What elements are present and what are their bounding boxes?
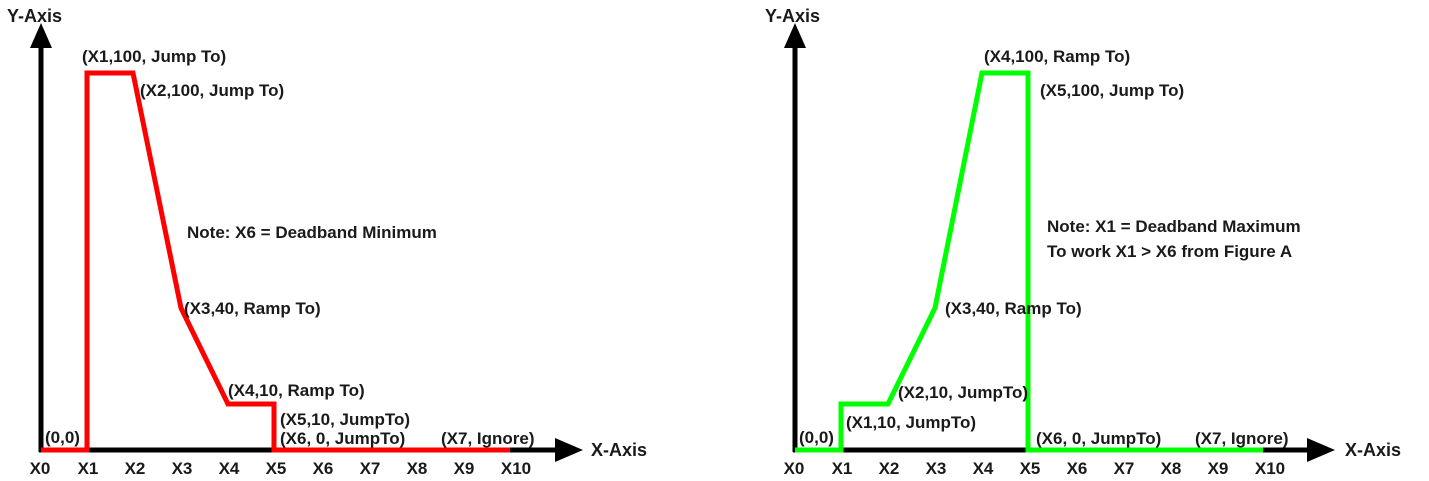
right-x-tick-0: X0	[784, 459, 805, 478]
right-point-label-5: (X5,100, Jump To)	[1040, 81, 1184, 100]
right-x-tick-4: X4	[973, 459, 994, 478]
left-point-label-0: (0,0)	[45, 428, 80, 447]
right-x-tick-8: X8	[1161, 459, 1182, 478]
right-note-line-1: To work X1 > X6 from Figure A	[1047, 242, 1292, 261]
right-note-line-0: Note: X1 = Deadband Maximum	[1047, 217, 1301, 236]
right-point-label-7: (X7, Ignore)	[1195, 429, 1289, 448]
right-curve-line	[795, 70, 1263, 453]
left-point-label-2: (X2,100, Jump To)	[140, 81, 284, 100]
right-x-tick-9: X9	[1208, 459, 1229, 478]
left-point-label-1: (X1,100, Jump To)	[82, 47, 226, 66]
left-point-label-3: (X3,40, Ramp To)	[184, 299, 321, 318]
left-x-arrowhead	[555, 438, 583, 462]
left-x-axis-label: X-Axis	[591, 440, 647, 460]
right-point-label-6: (X6, 0, JumpTo)	[1036, 429, 1161, 448]
left-x-tick-0: X0	[30, 459, 51, 478]
left-point-label-5: (X5,10, JumpTo)	[280, 410, 410, 429]
left-x-tick-10: X10	[501, 459, 531, 478]
left-x-tick-1: X1	[78, 459, 99, 478]
right-x-tick-2: X2	[879, 459, 900, 478]
figure-right: Y-Axis X-Axis (0,0) (X1,10, JumpTo) (X2,…	[765, 6, 1401, 478]
right-x-tick-5: X5	[1020, 459, 1041, 478]
left-point-label-7: (X7, Ignore)	[441, 429, 535, 448]
right-x-arrowhead	[1307, 438, 1335, 462]
figure-left: Y-Axis X-Axis (0,0) (X1,100, Jump To) (X…	[7, 6, 647, 478]
left-x-tick-2: X2	[125, 459, 146, 478]
left-x-tick-9: X9	[454, 459, 475, 478]
right-point-label-1: (X1,10, JumpTo)	[846, 413, 976, 432]
left-curve-line	[41, 70, 510, 453]
left-x-tick-4: X4	[219, 459, 240, 478]
left-x-tick-8: X8	[407, 459, 428, 478]
right-x-tick-3: X3	[926, 459, 947, 478]
right-x-tick-1: X1	[832, 459, 853, 478]
right-y-arrowhead	[784, 23, 806, 48]
right-x-tick-10: X10	[1255, 459, 1285, 478]
right-x-axis-label: X-Axis	[1345, 440, 1401, 460]
left-y-axis-label: Y-Axis	[7, 6, 62, 26]
left-note-line-0: Note: X6 = Deadband Minimum	[187, 223, 437, 242]
right-point-label-3: (X3,40, Ramp To)	[945, 299, 1082, 318]
left-x-tick-6: X6	[313, 459, 334, 478]
right-x-tick-7: X7	[1114, 459, 1135, 478]
right-x-tick-6: X6	[1067, 459, 1088, 478]
left-point-label-6: (X6, 0, JumpTo)	[280, 429, 405, 448]
right-y-axis-label: Y-Axis	[765, 6, 820, 26]
left-x-tick-3: X3	[172, 459, 193, 478]
right-point-label-0: (0,0)	[799, 428, 834, 447]
left-x-tick-5: X5	[266, 459, 287, 478]
right-point-label-4: (X4,100, Ramp To)	[984, 47, 1130, 66]
right-point-label-2: (X2,10, JumpTo)	[898, 383, 1028, 402]
left-x-tick-7: X7	[360, 459, 381, 478]
left-point-label-4: (X4,10, Ramp To)	[228, 381, 365, 400]
left-y-arrowhead	[30, 23, 52, 48]
